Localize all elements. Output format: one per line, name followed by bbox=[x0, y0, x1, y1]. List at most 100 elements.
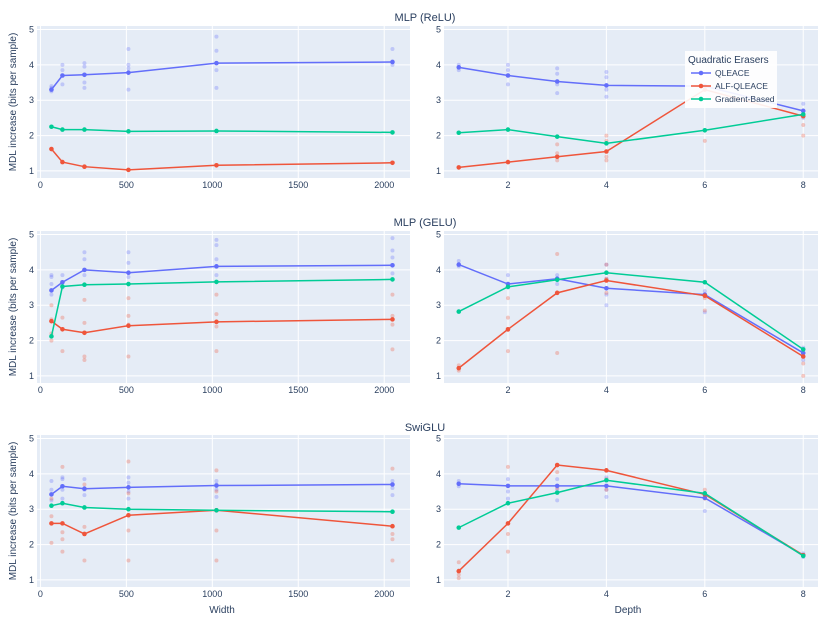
scatter-point-alf-qleace bbox=[60, 464, 65, 469]
scatter-point-qleace bbox=[214, 237, 219, 242]
scatter-point-alf-qleace bbox=[126, 313, 131, 318]
y-tick-label: 4 bbox=[29, 60, 34, 70]
data-point-gradient-based bbox=[82, 282, 87, 288]
subplot-4: 0 500 1000 1500 2000 1 2 3 4 5 bbox=[29, 434, 410, 599]
data-point-alf-qleace bbox=[49, 318, 54, 324]
data-point-alf-qleace bbox=[82, 330, 87, 336]
scatter-point-alf-qleace bbox=[49, 540, 54, 545]
data-point-gradient-based bbox=[505, 284, 511, 290]
y-tick-label: 2 bbox=[29, 336, 34, 346]
scatter-point-qleace bbox=[82, 61, 87, 66]
scatter-point-alf-qleace bbox=[555, 142, 560, 147]
x-tick-label: 6 bbox=[702, 385, 707, 395]
scatter-point-qleace bbox=[214, 34, 219, 39]
scatter-point-alf-qleace bbox=[82, 320, 87, 325]
scatter-point-qleace bbox=[555, 66, 560, 71]
data-point-gradient-based bbox=[456, 525, 462, 530]
legend-marker-gradient-based bbox=[698, 96, 704, 102]
data-point-gradient-based bbox=[390, 277, 395, 282]
data-point-qleace bbox=[390, 59, 395, 65]
data-point-alf-qleace bbox=[800, 354, 806, 359]
scatter-point-alf-qleace bbox=[126, 354, 131, 359]
x-tick-label: 500 bbox=[119, 180, 134, 190]
scatter-point-alf-qleace bbox=[214, 349, 219, 354]
legend: Quadratic Erasers QLEACE ALF-QLEACE Grad… bbox=[685, 51, 777, 108]
scatter-point-alf-qleace bbox=[60, 549, 65, 554]
x-tick-label: 0 bbox=[38, 180, 43, 190]
data-point-qleace bbox=[604, 285, 609, 291]
scatter-point-qleace bbox=[505, 82, 510, 87]
data-point-qleace bbox=[800, 350, 806, 356]
scatter-point-qleace bbox=[126, 496, 131, 501]
data-point-alf-qleace bbox=[60, 521, 65, 526]
scatter-point-qleace bbox=[505, 496, 510, 501]
data-point-qleace bbox=[800, 108, 806, 114]
data-point-qleace bbox=[456, 262, 462, 267]
scatter-point-alf-qleace bbox=[604, 133, 609, 138]
scatter-point-alf-qleace bbox=[604, 262, 609, 267]
x-axis-label-depth: Depth bbox=[615, 605, 642, 616]
scatter-point-alf-qleace bbox=[60, 315, 65, 320]
x-tick-label: 8 bbox=[801, 589, 806, 599]
legend-item-gradient-based[interactable]: Gradient-Based bbox=[691, 94, 775, 104]
subplot-3: 2 4 6 8 1 2 3 4 5 bbox=[436, 230, 818, 395]
scatter-point-alf-qleace bbox=[604, 487, 609, 492]
data-point-qleace bbox=[390, 262, 395, 268]
scatter-point-qleace bbox=[126, 62, 131, 67]
data-point-qleace bbox=[505, 73, 511, 78]
data-point-alf-qleace bbox=[554, 154, 560, 160]
scatter-point-qleace bbox=[214, 257, 219, 262]
legend-item-qleace[interactable]: QLEACE bbox=[691, 68, 750, 78]
y-axis-label-swiglu: MDL increase (bits per sample) bbox=[8, 442, 19, 581]
scatter-point-alf-qleace bbox=[456, 576, 461, 581]
data-point-alf-qleace bbox=[49, 146, 54, 152]
scatter-point-qleace bbox=[49, 478, 54, 483]
scatter-point-alf-qleace bbox=[505, 296, 510, 301]
y-tick-label: 3 bbox=[29, 504, 34, 514]
data-point-gradient-based bbox=[214, 279, 219, 285]
data-point-alf-qleace bbox=[214, 319, 219, 325]
scatter-point-qleace bbox=[60, 82, 65, 87]
y-tick-label: 2 bbox=[29, 131, 34, 141]
data-point-alf-qleace bbox=[49, 521, 54, 526]
scatter-point-alf-qleace bbox=[555, 151, 560, 156]
scatter-point-qleace bbox=[82, 250, 87, 255]
y-tick-label: 5 bbox=[436, 434, 441, 444]
scatter-point-qleace bbox=[555, 273, 560, 278]
scatter-point-qleace bbox=[49, 274, 54, 279]
data-point-alf-qleace bbox=[505, 326, 511, 332]
scatter-point-qleace bbox=[390, 46, 395, 51]
data-point-gradient-based bbox=[800, 112, 806, 117]
data-point-qleace bbox=[456, 481, 462, 487]
subplot-2: 0 500 1000 1500 2000 1 2 3 4 5 bbox=[29, 230, 410, 395]
scatter-point-qleace bbox=[60, 68, 65, 73]
subplot-5: 2 4 6 8 1 2 3 4 5 bbox=[436, 434, 818, 599]
scatter-point-qleace bbox=[214, 478, 219, 483]
scatter-point-alf-qleace bbox=[214, 528, 219, 533]
scatter-point-qleace bbox=[390, 236, 395, 241]
scatter-point-qleace bbox=[702, 509, 707, 513]
scatter-point-qleace bbox=[390, 255, 395, 260]
legend-item-alf-qleace[interactable]: ALF-QLEACE bbox=[691, 81, 768, 91]
y-tick-label: 1 bbox=[436, 166, 441, 176]
scatter-point-qleace bbox=[126, 480, 131, 485]
data-point-alf-qleace bbox=[554, 462, 560, 468]
scatter-point-qleace bbox=[214, 48, 219, 53]
scatter-point-qleace bbox=[214, 273, 219, 278]
scatter-point-qleace bbox=[604, 292, 609, 297]
subplot-title-gelu: MLP (GELU) bbox=[394, 217, 457, 229]
x-tick-label: 1500 bbox=[288, 180, 308, 190]
scatter-point-alf-qleace bbox=[60, 537, 65, 542]
y-tick-label: 5 bbox=[29, 434, 34, 444]
scatter-point-qleace bbox=[60, 496, 65, 501]
series-line-gradient-based bbox=[458, 113, 804, 145]
scatter-point-alf-qleace bbox=[82, 297, 87, 302]
scatter-point-alf-qleace bbox=[49, 338, 54, 343]
data-point-qleace bbox=[214, 483, 219, 488]
data-point-qleace bbox=[456, 65, 462, 70]
y-tick-label: 5 bbox=[29, 230, 34, 240]
data-point-gradient-based bbox=[702, 127, 708, 133]
scatter-point-alf-qleace bbox=[126, 296, 131, 301]
scatter-point-alf-qleace bbox=[702, 138, 707, 143]
y-tick-label: 1 bbox=[436, 371, 441, 381]
